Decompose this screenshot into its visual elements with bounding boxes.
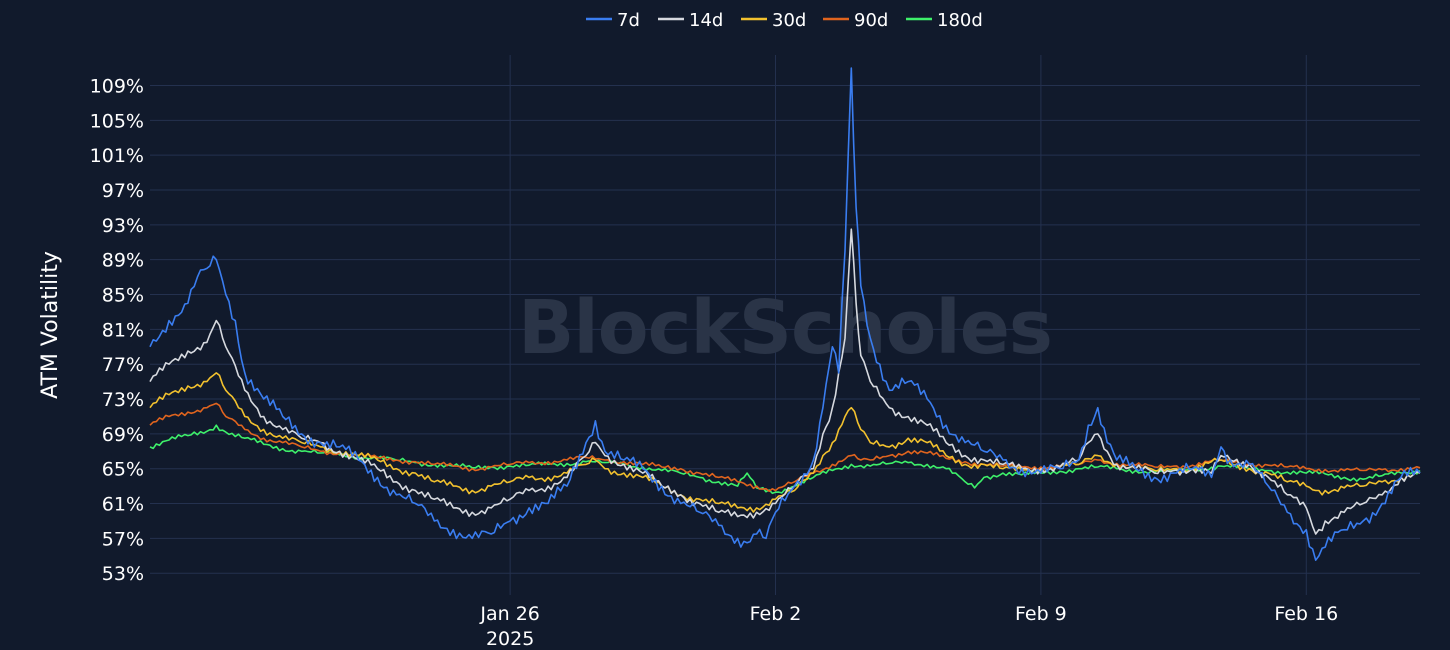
y-tick-label: 89% (102, 250, 144, 272)
y-tick-label: 85% (102, 285, 144, 307)
x-tick-label: Feb 16 (1274, 603, 1338, 625)
series-lines (149, 67, 1421, 561)
y-tick-label: 109% (90, 75, 144, 97)
y-tick-label: 65% (102, 459, 144, 481)
y-tick-label: 97% (102, 180, 144, 202)
y-tick-label: 57% (102, 528, 144, 550)
legend-label-7d[interactable]: 7d (617, 10, 640, 31)
y-tick-label: 53% (102, 563, 144, 585)
watermark-text: BlockScholes (518, 285, 1052, 371)
x-tick-labels: Jan 26 2025 Feb 2 Feb 9 Feb 16 (479, 603, 1338, 650)
legend-label-30d[interactable]: 30d (772, 10, 806, 31)
y-tick-label: 105% (90, 110, 144, 132)
grid-lines (150, 55, 1420, 595)
y-axis-title: ATM Volatility (38, 251, 63, 399)
legend-label-90d[interactable]: 90d (854, 10, 888, 31)
y-tick-label: 101% (90, 145, 144, 167)
x-tick-label: Jan 26 (479, 603, 540, 625)
y-tick-label: 93% (102, 215, 144, 237)
y-tick-label: 73% (102, 389, 144, 411)
x-tick-sublabel: 2025 (486, 628, 534, 650)
x-tick-label: Feb 9 (1015, 603, 1067, 625)
y-tick-label: 81% (102, 319, 144, 341)
legend-label-14d[interactable]: 14d (689, 10, 723, 31)
y-tick-label: 77% (102, 354, 144, 376)
y-tick-labels: 53% 57% 61% 65% 69% 73% 77% 81% 85% 89% 93% 97% 101%… (90, 75, 144, 585)
legend-label-180d[interactable]: 180d (937, 10, 983, 31)
y-tick-label: 69% (102, 424, 144, 446)
x-tick-label: Feb 2 (750, 603, 802, 625)
y-tick-label: 61% (102, 494, 144, 516)
series-line-7d (149, 67, 1421, 561)
legend: 7d 14d 30d 90d 180d (586, 10, 983, 31)
